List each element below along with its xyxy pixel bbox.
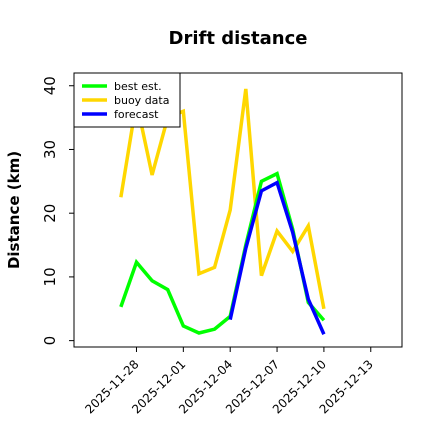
legend-label-best-est: best est. — [114, 80, 162, 93]
plot-area: 0102030402025-11-282025-12-012025-12-042… — [41, 72, 403, 416]
series-line-forecast — [228, 180, 326, 335]
y-axis-label: Distance (km) — [5, 151, 23, 269]
plot-frame — [73, 72, 403, 348]
legend-label-forecast: forecast — [114, 108, 159, 121]
y-tick-label: 30 — [41, 140, 59, 159]
y-tick-label: 10 — [41, 267, 59, 286]
y-tick-label: 40 — [41, 76, 59, 95]
chart-title: Drift distance — [169, 28, 308, 49]
legend-label-buoy-data: buoy data — [114, 94, 169, 107]
series-line-buoy-data — [119, 88, 326, 310]
y-tick-label: 20 — [41, 204, 59, 223]
y-tick-label: 0 — [41, 336, 59, 346]
